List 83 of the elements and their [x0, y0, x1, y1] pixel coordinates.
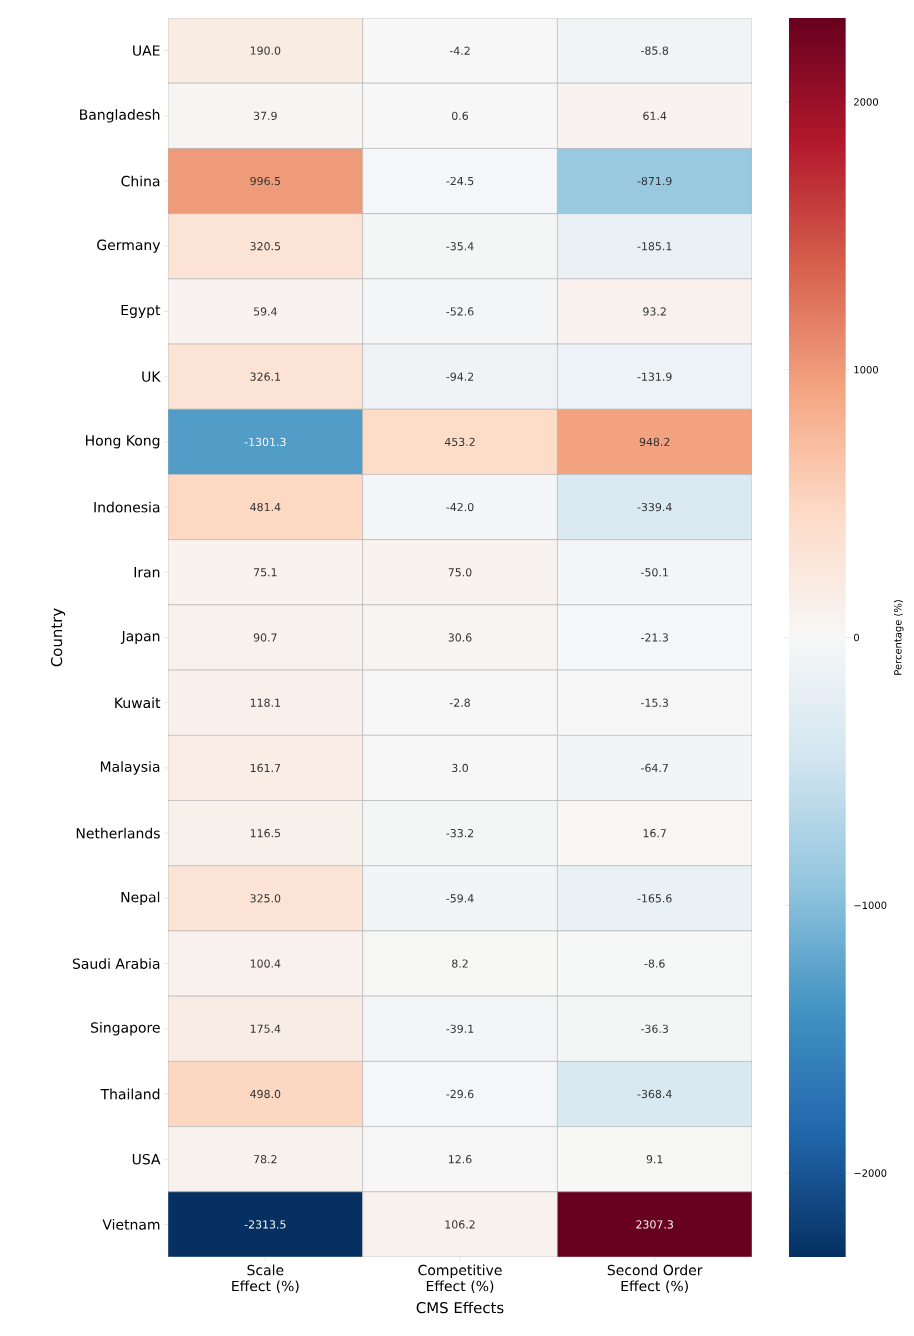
data-label: -39.1 — [446, 1024, 474, 1033]
color-bar-label: 2000 — [854, 98, 879, 106]
data-label: 161.7 — [250, 763, 281, 773]
data-label: -1301.3 — [244, 437, 286, 447]
data-label: -85.8 — [641, 46, 669, 55]
data-label: 116.5 — [250, 829, 281, 838]
data-label: 30.6 — [448, 633, 472, 642]
data-label: -131.9 — [637, 372, 672, 381]
data-label: 498.0 — [250, 1089, 281, 1099]
data-label: -368.4 — [637, 1089, 672, 1099]
data-label: 320.5 — [250, 242, 281, 251]
data-label: -8.6 — [644, 959, 665, 968]
x-tick-label: Second Order Effect (%) — [607, 1264, 703, 1293]
data-label: 100.4 — [250, 959, 281, 968]
y-tick-label: China — [121, 175, 160, 187]
x-tick-label: Scale Effect (%) — [232, 1264, 299, 1293]
data-label: 453.2 — [444, 437, 475, 447]
y-tick-label: Kuwait — [115, 697, 161, 709]
data-label: 3.0 — [452, 763, 468, 773]
data-label: 190.0 — [250, 46, 281, 55]
data-label: -35.4 — [446, 242, 474, 251]
color-bar-label: −2000 — [854, 1169, 887, 1177]
data-label: 37.9 — [253, 111, 277, 120]
y-tick-label: Saudi Arabia — [72, 958, 160, 969]
data-label: 996.5 — [250, 176, 281, 186]
data-label: -42.0 — [446, 502, 474, 512]
y-tick-label: Malaysia — [100, 761, 160, 775]
y-tick-label: Nepal — [121, 891, 160, 906]
x-tick-label: Competitive Effect (%) — [418, 1264, 502, 1293]
data-label: -94.2 — [446, 372, 474, 381]
data-label: 8.2 — [452, 959, 468, 968]
y-tick-label: Germany — [97, 239, 161, 253]
data-label: 325.0 — [250, 894, 281, 903]
y-tick-label: Netherlands — [76, 827, 160, 839]
color-bar-label: 0 — [853, 633, 860, 642]
data-label: 326.1 — [250, 372, 280, 381]
data-label: 90.7 — [253, 633, 277, 642]
y-tick-label: Egypt — [121, 304, 161, 318]
data-label: -21.3 — [641, 633, 668, 642]
data-label: 175.4 — [250, 1024, 281, 1033]
data-label: -165.6 — [637, 894, 672, 903]
y-tick-label: Bangladesh — [80, 109, 160, 123]
color-bar-label: −1000 — [854, 901, 887, 910]
data-label: -50.1 — [641, 568, 668, 577]
data-label: 75.0 — [448, 568, 472, 577]
y-tick-label: UK — [142, 371, 161, 382]
data-label: 75.1 — [254, 568, 277, 577]
data-label: -29.6 — [446, 1089, 474, 1099]
data-label: 12.6 — [449, 1155, 472, 1164]
data-label: 59.4 — [253, 307, 277, 316]
data-label: -52.6 — [446, 307, 474, 316]
data-label: -871.9 — [637, 176, 672, 186]
data-label: -339.4 — [637, 502, 672, 512]
data-label: 106.2 — [445, 1220, 475, 1229]
y-axis-title: Country — [50, 608, 66, 667]
color-bar-label: 1000 — [854, 365, 879, 374]
x-axis-title: CMS Effects — [416, 1301, 504, 1314]
data-label: -33.2 — [446, 829, 474, 838]
data-label: -2.8 — [449, 698, 470, 707]
y-tick-label: Vietnam — [102, 1219, 160, 1230]
data-label: -24.5 — [446, 176, 474, 186]
data-label: 16.7 — [643, 829, 666, 838]
y-tick-label: Singapore — [91, 1022, 160, 1036]
data-label: -185.1 — [637, 242, 672, 251]
data-label: 2307.3 — [636, 1220, 673, 1229]
y-tick-label: UAE — [133, 45, 160, 56]
y-tick-label: Thailand — [100, 1088, 160, 1100]
data-label: -2313.5 — [244, 1220, 286, 1229]
y-tick-label: Iran — [134, 567, 160, 578]
data-label: 93.2 — [643, 307, 666, 316]
data-label: -4.2 — [449, 46, 470, 55]
y-tick-label: Indonesia — [94, 501, 160, 513]
data-label: -59.4 — [446, 894, 474, 903]
data-label: 78.2 — [254, 1155, 277, 1164]
color-bar-title: Percentage (%) — [893, 600, 904, 675]
data-label: 481.4 — [250, 502, 281, 512]
y-tick-label: USA — [132, 1153, 161, 1165]
data-label: -64.7 — [641, 763, 668, 773]
y-tick-label: Japan — [120, 630, 160, 645]
y-tick-label: Hong Kong — [86, 435, 160, 449]
data-label: 0.6 — [452, 111, 469, 120]
data-label: 9.1 — [646, 1155, 663, 1164]
data-label: 118.1 — [250, 698, 280, 707]
